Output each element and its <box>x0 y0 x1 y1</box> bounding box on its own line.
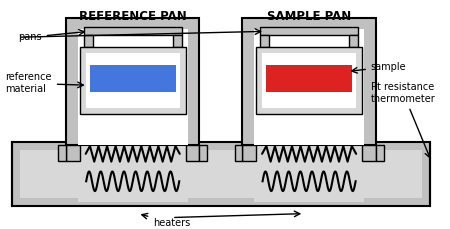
Bar <box>254 145 364 202</box>
Text: Pt resistance
thermometer: Pt resistance thermometer <box>371 82 436 158</box>
Bar <box>376 145 383 161</box>
Bar <box>262 53 356 108</box>
Bar <box>78 29 188 145</box>
Bar <box>58 145 66 161</box>
Bar <box>349 35 358 47</box>
Bar <box>199 145 207 161</box>
Text: heaters: heaters <box>142 213 190 228</box>
Text: reference
material: reference material <box>5 73 83 94</box>
Bar <box>66 145 80 161</box>
Bar <box>84 35 93 47</box>
Bar <box>234 145 243 161</box>
Bar <box>266 65 352 92</box>
Bar <box>173 35 182 47</box>
Bar <box>12 142 430 206</box>
Text: pans: pans <box>18 30 84 42</box>
Bar <box>84 27 182 35</box>
Bar <box>243 145 256 161</box>
Bar <box>260 35 269 47</box>
Bar <box>86 53 180 108</box>
Text: REFERENCE PAN: REFERENCE PAN <box>79 10 187 23</box>
Bar <box>186 145 199 161</box>
Bar <box>256 47 362 114</box>
Text: sample: sample <box>351 62 406 73</box>
Bar <box>243 18 376 145</box>
Bar <box>362 145 376 161</box>
Bar <box>254 29 364 145</box>
Bar <box>20 150 422 198</box>
Bar <box>78 145 188 202</box>
Bar <box>260 27 358 35</box>
Text: SAMPLE PAN: SAMPLE PAN <box>267 10 351 23</box>
Bar <box>90 65 176 92</box>
Bar <box>80 47 186 114</box>
Bar <box>66 18 199 145</box>
